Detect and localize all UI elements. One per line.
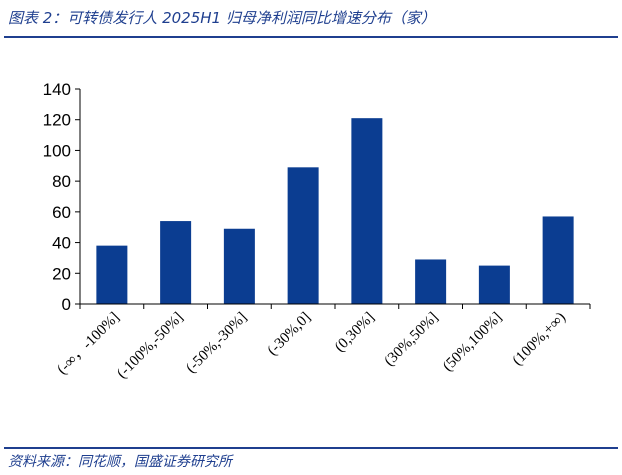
title-divider [4,36,618,38]
footer-divider [4,447,618,449]
bar [351,118,383,304]
x-category-label: (-100%,-50%] [114,310,186,382]
x-category-label: (-∞，-100%] [54,310,122,378]
x-category-label: (-50%,-30%] [183,310,250,377]
x-category-label: (100%,+∞) [510,310,569,369]
x-category-label: (30%,50%] [382,310,442,370]
bars-group [96,118,574,304]
y-tick-label: 80 [52,172,71,191]
bar [160,221,192,304]
bar [542,216,574,304]
x-category-label: (0,30%] [332,310,378,356]
y-axis: 0 20 40 60 80 100 120 140 [43,80,81,314]
y-tick-label: 0 [62,295,71,314]
bar [287,167,319,304]
source-note: 资料来源：同花顺，国盛证券研究所 [8,454,232,470]
bar-chart: 0 20 40 60 80 100 120 140 (-∞，-100%](-100%,-50%… [43,80,591,382]
y-tick-label: 120 [43,111,71,130]
y-tick-label: 60 [52,203,71,222]
y-tick-label: 140 [43,80,71,99]
x-axis: (-∞，-100%](-100%,-50%](-50%,-30%] (-30%,0… [54,303,591,382]
bar [415,259,447,304]
x-category-label: (50%,100%] [440,310,505,375]
y-tick-label: 40 [52,234,71,253]
y-tick-label: 20 [52,264,71,283]
y-tick-label: 100 [43,141,71,160]
bar [478,265,510,304]
figure-title: 图表 2：可转债发行人 2025H1 归母净利润同比增速分布（家） [8,9,436,27]
bar [223,228,255,304]
bar [96,245,128,304]
x-category-label: (-30%,0] [265,310,314,359]
